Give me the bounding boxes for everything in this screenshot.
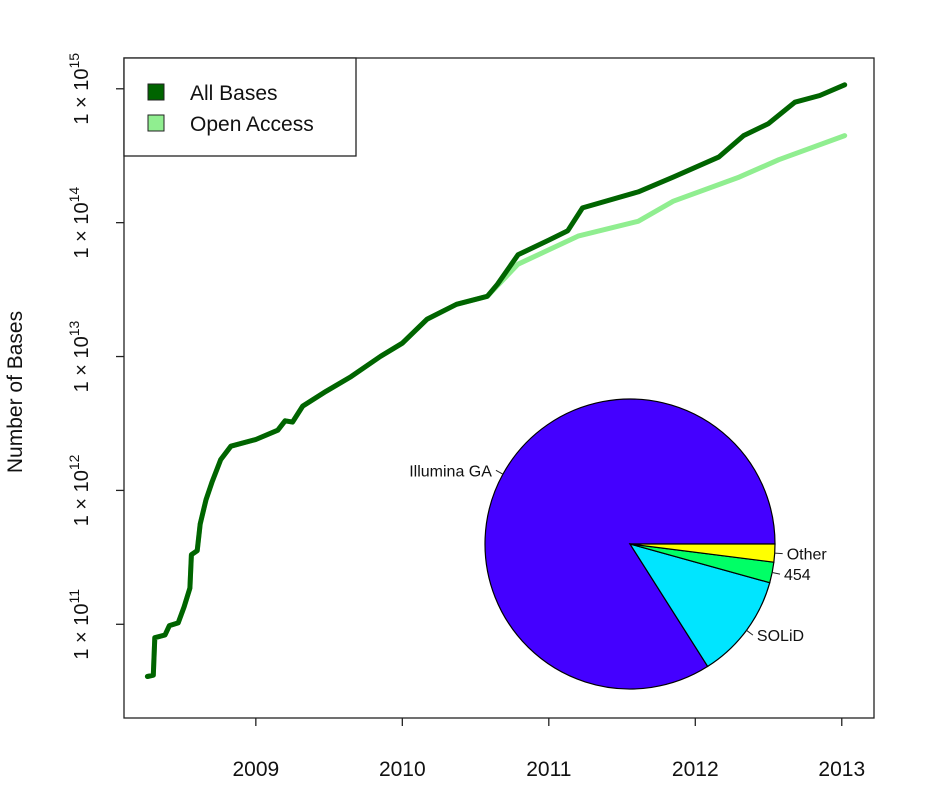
x-tick-label: 2009 <box>232 758 279 781</box>
y-tick-label: 1 × 1011 <box>66 589 93 660</box>
y-axis: 1 × 1011 1 × 1012 1 × 1013 1 × 1014 1 × 1015 <box>66 53 124 660</box>
y-tick-label: 1 × 1012 <box>66 454 93 526</box>
pie-label-leader <box>772 572 781 575</box>
pie-slice-solid <box>628 543 771 668</box>
x-axis: 2009 2010 2011 2012 2013 <box>232 718 865 781</box>
series-line-all-bases <box>144 82 848 679</box>
x-tick-label: 2011 <box>526 758 571 781</box>
pie-label-leader <box>495 469 504 475</box>
svg-text:1 × 1013: 1 × 1013 <box>66 320 93 392</box>
series-lines <box>144 82 848 679</box>
svg-text:1 × 1015: 1 × 1015 <box>66 53 93 125</box>
pie-label-leader <box>746 629 754 636</box>
legend-label: All Bases <box>190 82 278 105</box>
y-tick-label: 1 × 1015 <box>66 53 93 125</box>
legend-label: Open Access <box>190 113 314 136</box>
svg-text:1 × 1012: 1 × 1012 <box>66 454 93 526</box>
legend-box <box>123 57 357 157</box>
plot-frame <box>123 57 875 719</box>
inset-pie-chart: Illumina GA SOLiD 454 Other <box>409 398 828 690</box>
pie-label: Other <box>787 547 828 564</box>
svg-text:1 × 1014: 1 × 1014 <box>66 187 93 259</box>
svg-text:1 × 1011: 1 × 1011 <box>66 589 93 660</box>
y-tick-label: 1 × 1014 <box>66 187 93 259</box>
y-tick-label: 1 × 1013 <box>66 320 93 392</box>
x-tick-label: 2012 <box>672 758 719 781</box>
pie-label: 454 <box>784 567 811 584</box>
y-axis-label: Number of Bases <box>4 311 27 473</box>
pie-label: SOLiD <box>757 628 804 645</box>
pie-label: Illumina GA <box>409 463 492 480</box>
legend-swatch <box>147 83 165 101</box>
legend-swatch <box>147 114 165 132</box>
x-tick-label: 2013 <box>818 758 865 781</box>
legend: All Bases Open Access <box>123 57 357 157</box>
pie-label-leader <box>774 552 783 555</box>
x-tick-label: 2010 <box>379 758 426 781</box>
